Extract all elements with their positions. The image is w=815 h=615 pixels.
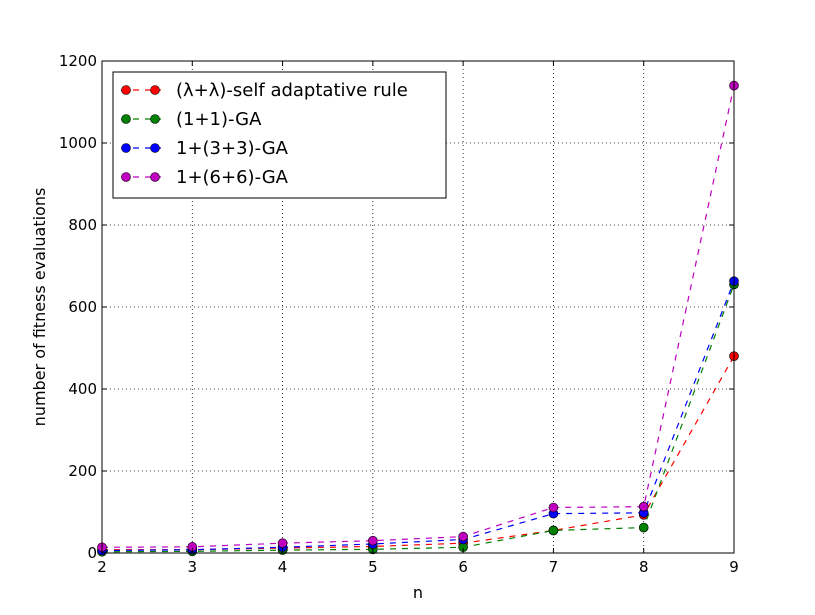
legend-box [112, 71, 447, 199]
legend-marker [121, 143, 131, 153]
legend-label: (λ+λ)-self adaptative rule [176, 80, 408, 101]
x-tick-label: 6 [458, 558, 468, 576]
legend: (λ+λ)-self adaptative rule (1+1)-GA 1+(3+3… [112, 71, 447, 199]
legend-label: 1+(3+3)-GA [176, 138, 289, 159]
legend-marker [121, 85, 131, 95]
legend-marker [150, 85, 160, 95]
data-point [458, 531, 468, 542]
y-tick-label: 600 [68, 298, 97, 316]
y-axis-label: number of fitness evaluations [30, 188, 49, 427]
legend-marker [121, 172, 131, 182]
y-tick-label: 800 [68, 216, 97, 234]
x-tick-label: 8 [639, 558, 649, 576]
legend-marker [150, 172, 160, 182]
legend-label: 1+(6+6)-GA [176, 167, 289, 188]
y-tick-label: 1000 [59, 134, 97, 152]
data-point [548, 502, 559, 513]
x-tick-label: 2 [97, 558, 107, 576]
y-tick-label: 400 [68, 380, 97, 398]
legend-item: (λ+λ)-self adaptative rule [121, 80, 408, 101]
data-point [277, 538, 288, 548]
series-2 [97, 279, 739, 557]
tick-layer: 2 3 4 5 6 7 8 9 0 200 400 600 800 1000 1200 [59, 52, 739, 576]
series-line [101, 284, 735, 553]
y-tick-label: 200 [68, 462, 97, 480]
y-tick-label: 1200 [59, 52, 97, 70]
legend-item: 1+(3+3)-GA [121, 138, 289, 159]
series-line [101, 85, 735, 548]
legend-item: (1+1)-GA [121, 109, 262, 130]
x-tick-label: 4 [278, 558, 288, 576]
x-tick-label: 5 [368, 558, 378, 576]
y-tick-label: 0 [87, 544, 97, 562]
data-point [638, 522, 649, 533]
data-point [548, 525, 559, 536]
x-tick-label: 3 [188, 558, 198, 576]
legend-marker [121, 114, 131, 124]
series-line [102, 355, 735, 551]
x-axis-label: n [413, 583, 423, 602]
data-point [368, 535, 378, 546]
series-layer [97, 80, 739, 557]
legend-item: 1+(6+6)-GA [121, 167, 289, 188]
x-tick-label: 7 [549, 558, 559, 576]
x-tick-label: 9 [729, 558, 739, 576]
legend-marker [150, 114, 160, 124]
legend-marker [150, 143, 160, 153]
data-point [638, 501, 649, 512]
legend-label: (1+1)-GA [176, 109, 262, 130]
series-line [101, 280, 735, 552]
series-4 [97, 80, 739, 553]
